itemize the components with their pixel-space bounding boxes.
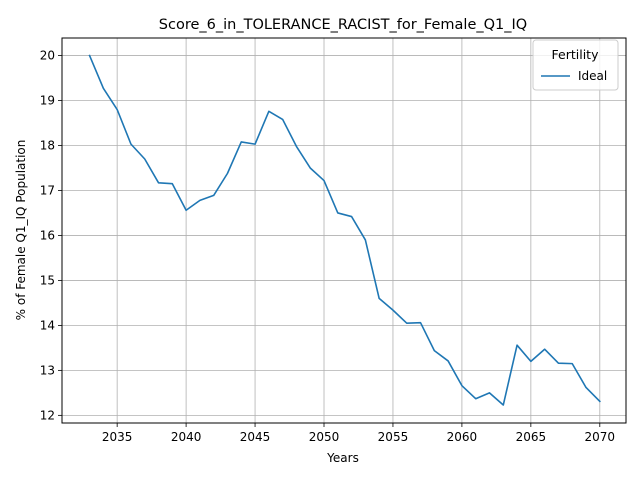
y-tick-label: 12 [40, 408, 55, 422]
y-tick-label: 13 [40, 363, 55, 377]
y-tick-label: 14 [40, 318, 55, 332]
legend-label-ideal: Ideal [578, 69, 607, 83]
grid-lines [62, 38, 626, 423]
y-tick-label: 20 [40, 49, 55, 63]
legend-title: Fertility [552, 47, 600, 62]
y-tick-label: 17 [40, 183, 55, 197]
x-tick-label: 2045 [240, 430, 271, 444]
legend-box [532, 39, 619, 91]
axis-ticks: 2035 2040 2045 2050 2055 2060 2065 2070 12 13 14 15… [40, 49, 615, 444]
series-line-ideal [88, 54, 601, 406]
series-layer [88, 54, 601, 406]
y-axis-label: % of Female Q1_IQ Population [14, 140, 28, 321]
x-tick-label: 2060 [447, 430, 478, 444]
x-tick-label: 2035 [102, 430, 133, 444]
chart-title: Score_6_in_TOLERANCE_RACIST_for_Female_Q… [159, 17, 527, 33]
y-tick-label: 15 [40, 273, 55, 287]
legend: Fertility Ideal [532, 39, 619, 91]
x-tick-label: 2055 [378, 430, 409, 444]
y-tick-label: 19 [40, 94, 55, 108]
x-axis-label: Years [326, 451, 359, 465]
x-tick-label: 2070 [585, 430, 616, 444]
y-tick-label: 18 [40, 138, 55, 152]
x-tick-label: 2040 [171, 430, 202, 444]
plot-frame [61, 37, 627, 424]
y-tick-label: 16 [40, 228, 55, 242]
x-tick-label: 2050 [309, 430, 340, 444]
x-tick-label: 2065 [516, 430, 547, 444]
